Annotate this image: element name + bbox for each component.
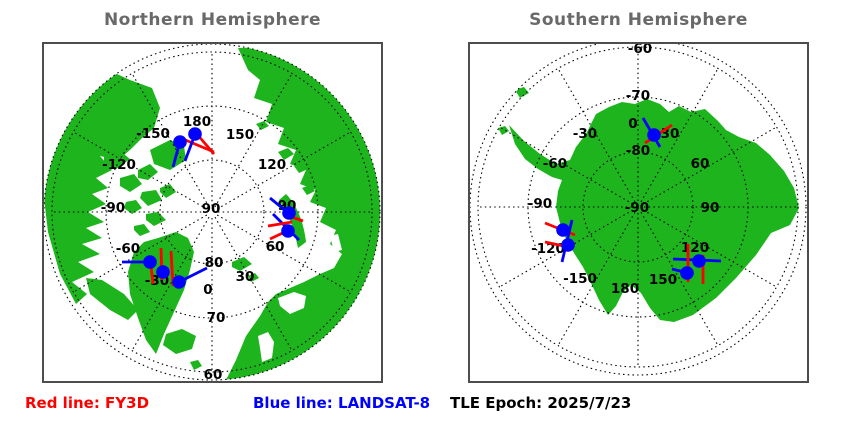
satellite-position-dot <box>172 275 186 289</box>
lonlat-label: 180 <box>183 114 211 130</box>
meridian-line <box>499 209 634 288</box>
landmass-antarctica <box>509 99 799 322</box>
meridian-line <box>640 211 719 346</box>
graticule-south <box>469 42 807 376</box>
northern-hemisphere-map: 180-150 150-120 120-90 90 90-60 60-30 30800706… <box>42 42 383 383</box>
lonlat-label: 120 <box>681 240 709 256</box>
lonlat-label: 30 <box>661 126 680 142</box>
satellite-position-dot <box>173 135 187 149</box>
baltic-sea <box>258 332 274 362</box>
lonlat-label: -80 <box>626 143 650 159</box>
map-frame-south <box>468 42 809 383</box>
landmasses-south <box>498 87 799 322</box>
ground-track-segment-blue <box>183 136 196 162</box>
landmass-north-america <box>44 68 160 304</box>
satellite-position-dot <box>692 254 706 268</box>
lonlat-label: 150 <box>226 127 254 143</box>
parallel-circle <box>477 46 799 368</box>
lonlat-label: -90 <box>101 200 125 216</box>
lonlat-label: -60 <box>116 241 140 257</box>
lonlat-label: 70 <box>207 310 226 326</box>
meridian-line <box>557 68 636 203</box>
ground-track-segment-red <box>149 265 155 285</box>
satellite-position-dot <box>556 223 570 237</box>
meridian-line <box>131 73 210 208</box>
lonlat-label: -90 <box>625 200 649 216</box>
landmass-faroe <box>190 360 202 370</box>
tle-epoch-label: TLE Epoch: 2025/7/23 <box>450 394 632 412</box>
satellite-position-dot <box>647 128 661 142</box>
lonlat-label: 150 <box>649 272 677 288</box>
legend-landsat8: Blue line: LANDSAT-8 <box>253 394 431 412</box>
ground-track-segment-red <box>267 220 293 228</box>
lonlat-label: 60 <box>691 156 710 172</box>
satellite-position-dot <box>188 127 202 141</box>
graticule-north <box>43 43 381 381</box>
meridian-line <box>642 209 777 288</box>
lonlat-label: -70 <box>626 88 650 104</box>
landmass-antarctic-islands <box>498 87 529 135</box>
meridian-line <box>499 126 634 205</box>
meridian-line <box>557 211 636 346</box>
satellite-position-dot <box>143 255 157 269</box>
landmass-iceland <box>163 329 196 354</box>
lonlat-label: -60 <box>628 42 652 57</box>
map-title-south: Southern Hemisphere <box>529 10 748 30</box>
satellite-position-dot <box>281 224 295 238</box>
parallel-circle <box>51 51 373 373</box>
landmass-canadian-arctic-islands <box>86 140 186 320</box>
map-frame-north <box>42 42 383 383</box>
satellite-position-dot <box>680 266 694 280</box>
meridian-line <box>73 131 208 210</box>
ground-track-segment-blue <box>171 144 181 168</box>
lonlat-label: 80 <box>205 255 224 271</box>
lonlat-label: 60 <box>204 367 223 383</box>
legend-fy3d: Red line: FY3D <box>25 394 150 412</box>
lonlat-label: 0 <box>628 116 637 132</box>
southern-hemisphere-panel: -60 -70 0 -30 30 -80 -60 60 -90 -90 90 -120 120 -150 1… <box>468 42 809 383</box>
meridian-line <box>73 214 208 293</box>
lonlat-label: -120 <box>102 157 136 173</box>
lonlat-label: 120 <box>258 157 286 173</box>
lonlat-label: 90 <box>202 201 221 217</box>
lonlat-label: 180 <box>611 281 639 297</box>
lonlat-label: 30 <box>236 269 255 285</box>
meridian-line <box>214 216 293 351</box>
northern-hemisphere-panel: 180 -150 150 -120 120 -90 90 90 -60 60 -30 30 80 0 70 6… <box>42 42 383 383</box>
southern-hemisphere-map: -60-700-30 30-80-60 60-90 -90 90-120 120-150 1… <box>468 42 809 383</box>
ob-gulf <box>330 234 342 252</box>
lonlat-label: -60 <box>543 156 567 172</box>
meridian-line <box>640 68 719 203</box>
lonlat-label: -90 <box>528 196 552 212</box>
meridian-line <box>214 73 293 208</box>
white-sea <box>278 292 306 314</box>
satellite-markers-north <box>122 127 304 289</box>
lonlat-label: -150 <box>136 126 170 142</box>
meridian-line <box>642 126 777 205</box>
landmass-arctic-islands <box>232 121 315 282</box>
satellite-position-dot <box>156 265 170 279</box>
meridian-line <box>131 216 210 351</box>
lonlat-label: 60 <box>266 239 285 255</box>
meridian-line <box>216 214 351 293</box>
satellite-position-dot <box>561 238 575 252</box>
lonlat-label: -150 <box>563 271 597 287</box>
lonlat-label: 0 <box>203 282 212 298</box>
landmass-eurasia <box>226 44 380 380</box>
map-title-north: Northern Hemisphere <box>103 10 322 30</box>
parallel-circle <box>582 151 694 263</box>
graticule-labels-north: 180-150 150-120 120-90 90 90-60 60-30 30800706… <box>101 114 297 383</box>
satellite-position-dot <box>282 206 296 220</box>
parallel-circle <box>159 159 265 265</box>
lonlat-label: 90 <box>701 200 720 216</box>
meridian-line <box>216 131 351 210</box>
lonlat-label: -30 <box>573 126 597 142</box>
satellite-markers-south <box>544 117 722 284</box>
